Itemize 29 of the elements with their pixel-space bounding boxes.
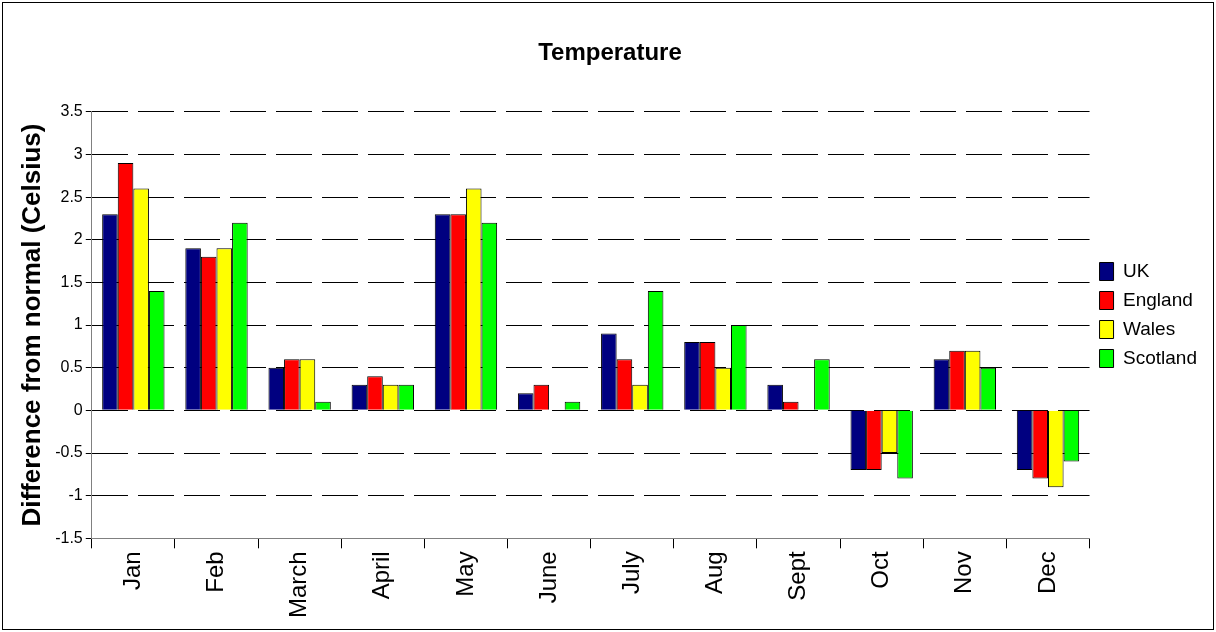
chart-title: Temperature	[538, 38, 682, 66]
y-tick-label: 1.5	[60, 272, 83, 290]
y-tick-label: -1.5	[55, 528, 83, 546]
y-axis-title: Difference from normal (Celsius)	[15, 123, 46, 527]
y-tick-label: -1	[68, 486, 83, 504]
x-tick-label: Jan	[117, 551, 145, 591]
legend-label: UK	[1123, 259, 1150, 281]
legend-label: Wales	[1123, 317, 1176, 339]
x-tick-label: Dec	[1032, 551, 1060, 595]
x-tick-label: May	[450, 551, 478, 597]
x-tick-label: July	[616, 551, 644, 595]
legend-label: England	[1123, 288, 1193, 310]
x-tick-label: Feb	[201, 551, 229, 593]
y-tick-label: 3.5	[60, 102, 83, 120]
x-tick-label: Oct	[866, 551, 894, 589]
legend-label: Scotland	[1123, 346, 1198, 368]
x-tick-label: March	[284, 551, 312, 619]
y-tick-label: 1	[73, 315, 83, 333]
x-tick-label: Nov	[949, 551, 977, 595]
x-tick-label: April	[367, 551, 395, 600]
x-tick-label: June	[533, 551, 561, 604]
y-tick-label: 2.5	[60, 187, 83, 205]
y-tick-label: -0.5	[55, 443, 83, 461]
y-tick-label: 0.5	[60, 358, 83, 376]
y-tick-label: 2	[73, 230, 83, 248]
x-tick-label: Sept	[783, 550, 811, 601]
y-tick-label: 0	[73, 400, 83, 418]
y-tick-label: 3	[73, 144, 83, 162]
x-tick-label: Aug	[700, 551, 728, 595]
